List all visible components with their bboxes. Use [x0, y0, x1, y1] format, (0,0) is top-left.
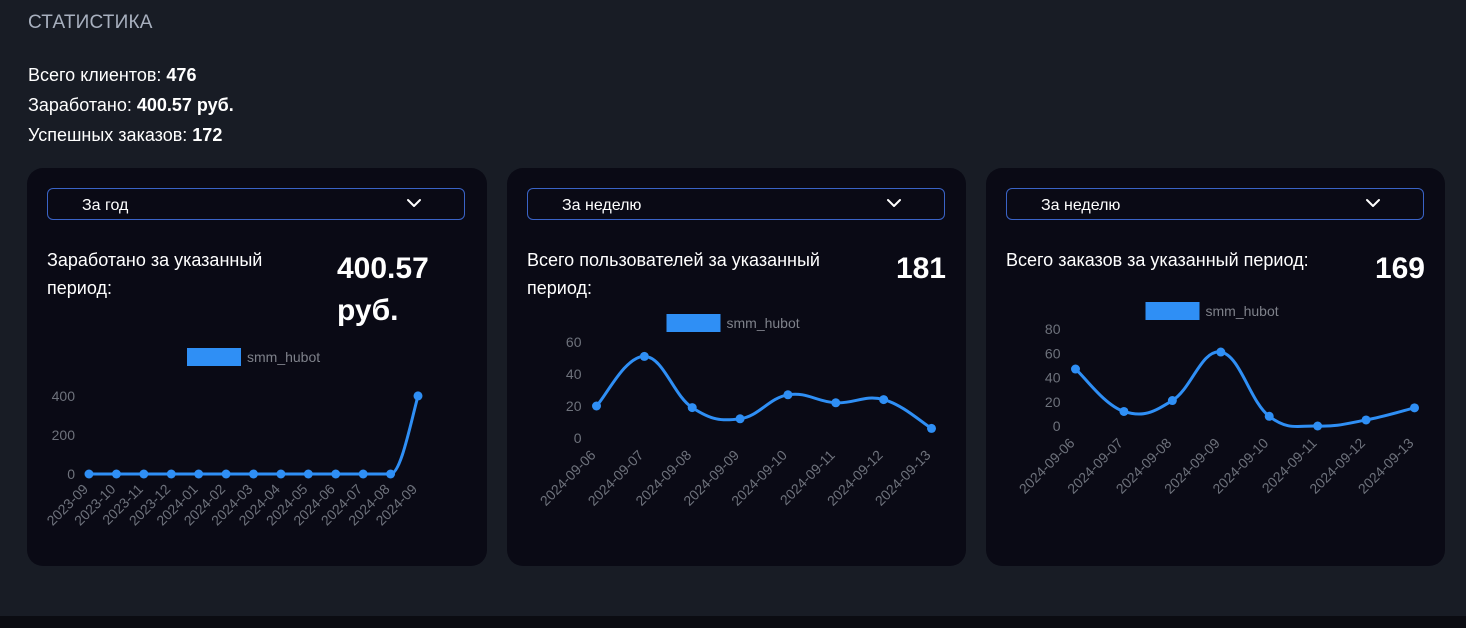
bottom-bar [0, 616, 1466, 628]
summary-orders: Успешных заказов: 172 [28, 120, 234, 150]
data-point[interactable] [111, 469, 121, 479]
data-point[interactable] [276, 469, 286, 479]
y-tick-label: 20 [1045, 394, 1061, 410]
data-point[interactable] [358, 469, 368, 479]
data-point[interactable] [413, 391, 423, 401]
legend-swatch[interactable] [666, 314, 721, 332]
y-tick-label: 80 [1045, 321, 1061, 337]
data-point[interactable] [1216, 347, 1226, 357]
card-orders: За неделю Всего заказов за указанный пер… [986, 168, 1445, 566]
chevron-down-icon [407, 199, 421, 207]
y-tick-label: 200 [52, 427, 76, 443]
line-chart: smm_hubot0204060802024-09-062024-09-0720… [1016, 302, 1419, 497]
period-select[interactable]: За неделю [527, 188, 945, 220]
data-point[interactable] [1167, 396, 1177, 406]
line-chart: smm_hubot02040602024-09-062024-09-072024… [537, 314, 936, 509]
data-point[interactable] [1119, 406, 1129, 416]
legend-swatch[interactable] [1145, 302, 1200, 320]
y-tick-label: 0 [574, 430, 582, 446]
data-point[interactable] [331, 469, 341, 479]
data-point[interactable] [194, 469, 204, 479]
chevron-down-icon [1366, 199, 1380, 207]
summary-clients: Всего клиентов: 476 [28, 60, 234, 90]
card-value: 400.57 руб. [337, 252, 429, 327]
data-point[interactable] [166, 469, 176, 479]
data-point[interactable] [303, 469, 313, 479]
data-point[interactable] [592, 401, 601, 411]
data-point[interactable] [735, 414, 745, 424]
summary-orders-value: 172 [192, 125, 223, 145]
legend-label: smm_hubot [1206, 303, 1279, 319]
legend-swatch[interactable] [187, 348, 241, 366]
y-tick-label: 60 [566, 334, 582, 350]
data-point[interactable] [386, 469, 396, 479]
data-point[interactable] [84, 469, 94, 479]
line-chart: smm_hubot02004002023-092023-102023-11202… [43, 348, 423, 528]
y-tick-label: 60 [1045, 345, 1061, 361]
period-select[interactable]: За неделю [1006, 188, 1424, 220]
card-value: 181 [895, 252, 946, 285]
card-label: Всего заказов за указанный период: [1006, 250, 1309, 270]
y-tick-label: 20 [566, 398, 582, 414]
summary-stats: Всего клиентов: 476 Заработано: 400.57 р… [28, 60, 234, 150]
series-line [89, 395, 420, 476]
data-point[interactable] [139, 469, 149, 479]
legend-label: smm_hubot [727, 315, 800, 331]
period-select[interactable]: За год [47, 188, 465, 220]
card-users: За неделю Всего пользователей за указанн… [507, 168, 966, 566]
y-tick-label: 40 [566, 366, 582, 382]
y-tick-label: 0 [1053, 418, 1061, 434]
data-point[interactable] [1410, 403, 1419, 413]
card-label: Заработано за указанный период: [47, 250, 263, 298]
data-point[interactable] [221, 469, 231, 479]
data-point[interactable] [1361, 415, 1371, 425]
card-label: Всего пользователей за указанный период: [527, 250, 820, 298]
data-point[interactable] [1313, 421, 1323, 431]
summary-earned-label: Заработано: [28, 95, 132, 115]
period-select-value: За неделю [1041, 197, 1121, 214]
data-point[interactable] [927, 423, 936, 433]
data-point[interactable] [783, 390, 793, 400]
summary-earned: Заработано: 400.57 руб. [28, 90, 234, 120]
y-tick-label: 0 [67, 466, 75, 482]
data-point[interactable] [1071, 364, 1080, 374]
summary-clients-value: 476 [166, 65, 197, 85]
summary-orders-label: Успешных заказов: [28, 125, 188, 145]
data-point[interactable] [687, 403, 697, 413]
series-line [1074, 350, 1415, 429]
data-point[interactable] [831, 398, 841, 408]
data-point[interactable] [249, 469, 258, 479]
data-point[interactable] [879, 395, 889, 405]
y-tick-label: 400 [52, 388, 76, 404]
card-earnings: За год Заработано за указанный период: 4… [27, 168, 487, 566]
legend-label: smm_hubot [247, 349, 320, 365]
period-select-value: За год [82, 197, 129, 214]
summary-clients-label: Всего клиентов: [28, 65, 162, 85]
summary-earned-value: 400.57 руб. [136, 95, 234, 115]
period-select-value: За неделю [562, 197, 642, 214]
section-title: СТАТИСТИКА [28, 12, 153, 33]
chevron-down-icon [887, 199, 901, 207]
data-point[interactable] [1264, 411, 1274, 421]
data-point[interactable] [639, 351, 649, 361]
series-line [595, 354, 933, 430]
y-tick-label: 40 [1045, 370, 1061, 386]
card-value: 169 [1374, 252, 1425, 285]
